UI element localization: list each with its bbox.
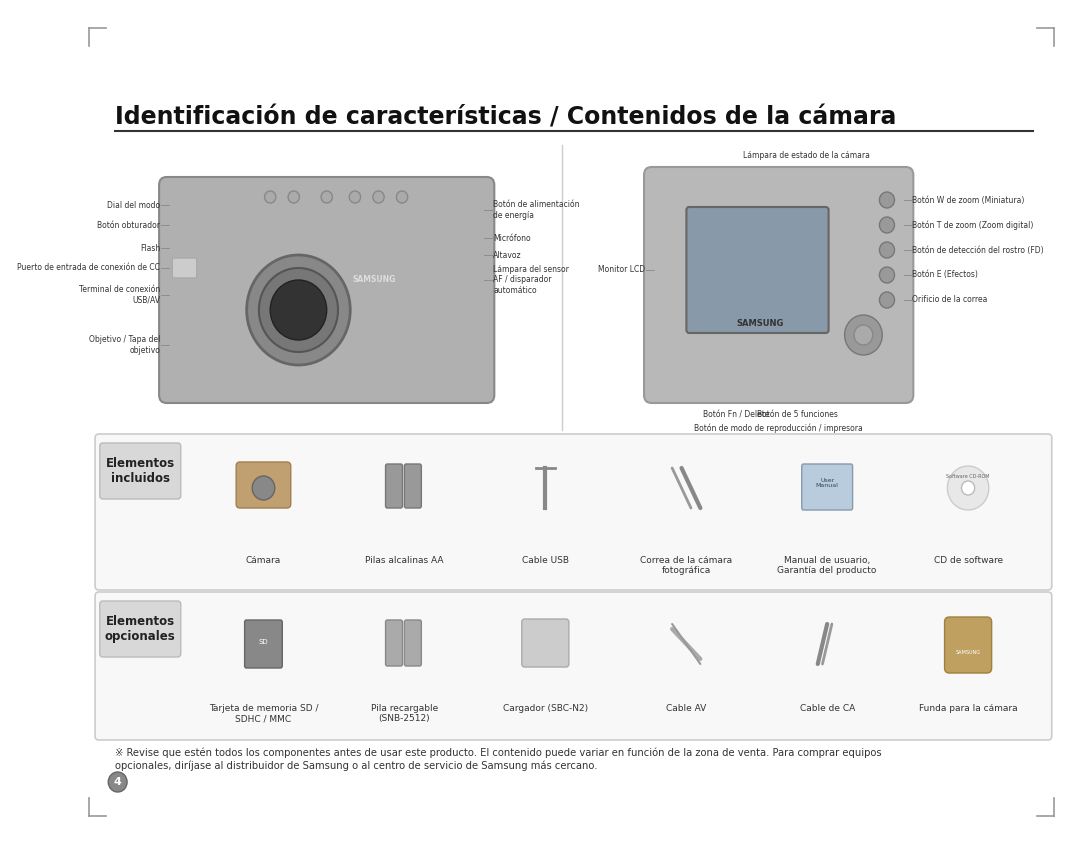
Text: Botón W de zoom (Miniatura): Botón W de zoom (Miniatura) (913, 196, 1025, 204)
Text: SAMSUNG: SAMSUNG (737, 318, 783, 327)
FancyBboxPatch shape (386, 464, 403, 508)
Text: Botón T de zoom (Zoom digital): Botón T de zoom (Zoom digital) (913, 220, 1034, 230)
Circle shape (845, 315, 882, 355)
Text: Puerto de entrada de conexión de CC: Puerto de entrada de conexión de CC (17, 263, 160, 273)
Text: Dial del modo: Dial del modo (107, 201, 160, 209)
Text: Botón de 5 funciones: Botón de 5 funciones (757, 410, 838, 419)
Circle shape (879, 292, 894, 308)
Circle shape (947, 466, 989, 510)
Text: SAMSUNG: SAMSUNG (956, 650, 981, 655)
Text: Botón E (Efectos): Botón E (Efectos) (913, 270, 978, 279)
FancyBboxPatch shape (159, 177, 495, 403)
Text: Tarjeta de memoria SD /
SDHC / MMC: Tarjeta de memoria SD / SDHC / MMC (208, 704, 319, 723)
Text: CD de software: CD de software (933, 556, 1002, 565)
Text: Micrófono: Micrófono (494, 234, 531, 242)
FancyBboxPatch shape (801, 464, 852, 510)
Circle shape (288, 191, 299, 203)
Circle shape (259, 268, 338, 352)
Text: Orificio de la correa: Orificio de la correa (913, 295, 988, 305)
Text: SAMSUNG: SAMSUNG (352, 275, 395, 284)
FancyBboxPatch shape (522, 619, 569, 667)
Text: Botón obturador: Botón obturador (97, 220, 160, 230)
Text: Botón Fn / Delete: Botón Fn / Delete (703, 410, 770, 419)
Text: Identificación de características / Contenidos de la cámara: Identificación de características / Cont… (114, 105, 896, 129)
FancyBboxPatch shape (99, 443, 180, 499)
FancyBboxPatch shape (404, 620, 421, 666)
FancyBboxPatch shape (404, 464, 421, 508)
Text: Botón de detección del rostro (FD): Botón de detección del rostro (FD) (913, 246, 1044, 255)
Circle shape (108, 772, 127, 792)
Text: Cable AV: Cable AV (666, 704, 706, 713)
Text: Monitor LCD: Monitor LCD (598, 266, 645, 274)
Text: User
Manual: User Manual (815, 478, 838, 489)
Text: Manual de usuario,
Garantía del producto: Manual de usuario, Garantía del producto (778, 556, 877, 576)
Circle shape (252, 476, 274, 500)
Text: Altavoz: Altavoz (494, 251, 522, 259)
Text: Terminal de conexión
USB/AV: Terminal de conexión USB/AV (79, 285, 160, 305)
Circle shape (879, 267, 894, 283)
FancyBboxPatch shape (237, 462, 291, 508)
FancyBboxPatch shape (386, 620, 403, 666)
Text: Cámara: Cámara (246, 556, 281, 565)
Text: Software CD-ROM: Software CD-ROM (946, 474, 990, 479)
Text: Cable USB: Cable USB (522, 556, 569, 565)
Circle shape (879, 192, 894, 208)
Circle shape (854, 325, 873, 345)
FancyBboxPatch shape (173, 258, 197, 278)
Text: SD: SD (258, 639, 268, 645)
Circle shape (246, 255, 350, 365)
Circle shape (321, 191, 333, 203)
Circle shape (879, 217, 894, 233)
Circle shape (879, 242, 894, 258)
FancyBboxPatch shape (95, 434, 1052, 590)
FancyBboxPatch shape (245, 620, 282, 668)
Text: Lámpara de estado de la cámara: Lámpara de estado de la cámara (743, 151, 870, 160)
Text: Elementos
opcionales: Elementos opcionales (105, 615, 176, 643)
Text: Objetivo / Tapa del
objetivo: Objetivo / Tapa del objetivo (89, 335, 160, 354)
Text: Botón de alimentación
de energía: Botón de alimentación de energía (494, 200, 580, 219)
Text: Botón de modo de reproducción / impresora: Botón de modo de reproducción / impresor… (694, 423, 863, 432)
FancyBboxPatch shape (99, 601, 180, 657)
Text: Cargador (SBC-N2): Cargador (SBC-N2) (503, 704, 588, 713)
Text: Cable de CA: Cable de CA (799, 704, 854, 713)
Text: Correa de la cámara
fotográfica: Correa de la cámara fotográfica (640, 556, 732, 576)
Text: Funda para la cámara: Funda para la cámara (919, 704, 1017, 713)
Text: ※ Revise que estén todos los componentes antes de usar este producto. El conteni: ※ Revise que estén todos los componentes… (114, 748, 881, 771)
Circle shape (265, 191, 275, 203)
Text: Lámpara del sensor
AF / disparador
automático: Lámpara del sensor AF / disparador autom… (494, 265, 569, 295)
FancyBboxPatch shape (95, 592, 1052, 740)
Circle shape (373, 191, 384, 203)
Text: Flash: Flash (139, 244, 160, 252)
Text: Elementos
incluidos: Elementos incluidos (106, 457, 175, 485)
Circle shape (270, 280, 327, 340)
Circle shape (349, 191, 361, 203)
FancyBboxPatch shape (945, 617, 991, 673)
Text: Pila recargable
(SNB-2512): Pila recargable (SNB-2512) (370, 704, 438, 723)
FancyBboxPatch shape (644, 167, 914, 403)
Circle shape (961, 481, 974, 495)
Text: Pilas alcalinas AA: Pilas alcalinas AA (365, 556, 444, 565)
Circle shape (396, 191, 407, 203)
Text: 4: 4 (113, 777, 122, 787)
FancyBboxPatch shape (687, 207, 828, 333)
